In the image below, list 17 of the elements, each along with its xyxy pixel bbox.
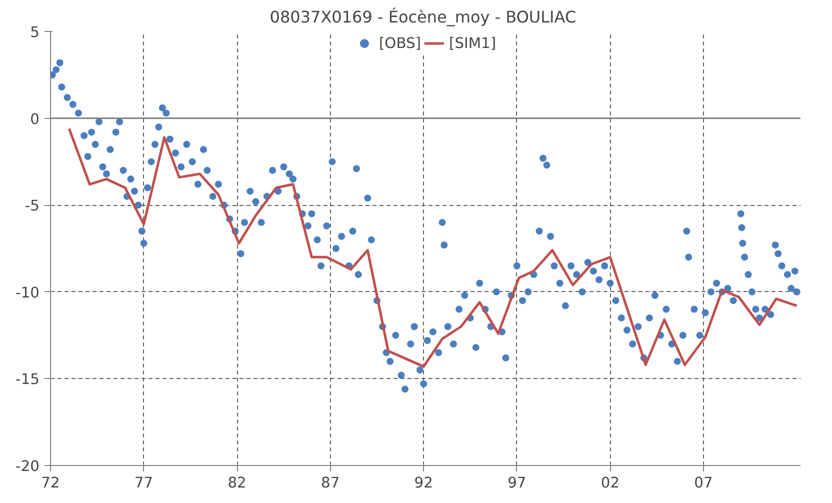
x-tick-label: 87 <box>321 474 340 492</box>
x-tick-label: 72 <box>41 474 60 492</box>
chart-title: 08037X0169 - Éocène_moy - BOULIAC <box>270 8 576 26</box>
y-tick-label: 5 <box>30 24 40 41</box>
x-tick-label: 07 <box>694 474 713 492</box>
y-tick-label: -10 <box>16 284 40 302</box>
x-tick-label: 82 <box>228 474 246 492</box>
x-tick-label: 92 <box>414 474 433 492</box>
y-tick-label: -20 <box>16 458 40 475</box>
x-tick-label: 02 <box>600 474 620 492</box>
legend-label: [OBS] <box>378 34 422 52</box>
y-tick-label: -5 <box>24 198 40 215</box>
x-tick-label: 97 <box>508 474 526 492</box>
x-tick-label: 77 <box>134 474 154 492</box>
y-tick-label: 0 <box>30 110 40 128</box>
legend-label: [SIM1] <box>449 34 496 52</box>
y-tick-label: -15 <box>16 371 40 388</box>
